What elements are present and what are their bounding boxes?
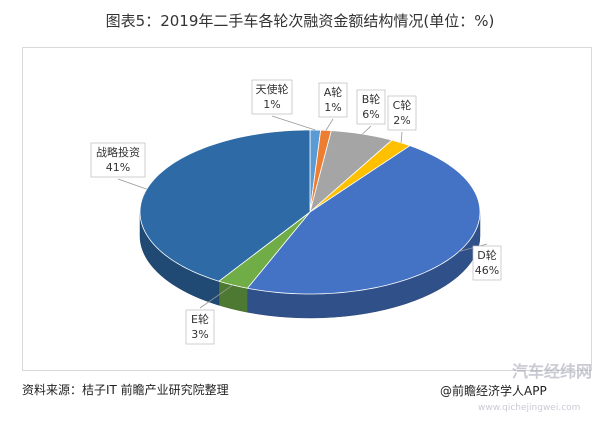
slice-5[interactable] [218, 211, 311, 289]
leader-line-3 [400, 131, 403, 143]
slice-6[interactable] [139, 129, 311, 282]
label-box-2 [356, 89, 386, 125]
label-box-6 [90, 142, 146, 178]
value-label-6: 41% [106, 161, 130, 174]
label-box-3 [387, 95, 417, 131]
category-label-6: 战略投资 [96, 145, 140, 159]
slice-4[interactable] [246, 145, 481, 295]
value-label-5: 3% [191, 328, 208, 341]
category-label-4: D轮 [477, 248, 496, 262]
chart-frame [22, 47, 592, 371]
category-label-0: 天使轮 [256, 82, 289, 96]
watermark: 汽车经纬网 [512, 362, 593, 381]
leader-line-6 [117, 178, 147, 190]
leader-line-0 [271, 115, 316, 131]
source-note: 资料来源：桔子IT 前瞻产业研究院整理 [22, 383, 229, 397]
label-box-5 [185, 309, 215, 345]
category-label-3: C轮 [393, 98, 412, 112]
value-label-4: 46% [475, 264, 499, 277]
leader-line-5 [199, 284, 234, 309]
watermark-url: www.qichejingwei.com [478, 403, 581, 413]
value-label-3: 2% [393, 114, 410, 127]
credit: @前瞻经济学人APP [440, 384, 547, 398]
label-box-4 [472, 245, 502, 281]
label-box-0 [251, 79, 293, 115]
category-label-2: B轮 [362, 92, 381, 106]
value-label-1: 1% [324, 101, 341, 114]
category-label-1: A轮 [324, 85, 343, 99]
leader-line-1 [325, 118, 334, 131]
label-box-1 [318, 82, 348, 118]
value-label-2: 6% [362, 108, 379, 121]
value-label-0: 1% [263, 98, 280, 111]
chart-title: 图表5：2019年二手车各轮次融资金额结构情况(单位：%) [105, 12, 495, 30]
category-label-5: E轮 [191, 312, 209, 326]
leader-line-2 [362, 125, 372, 135]
